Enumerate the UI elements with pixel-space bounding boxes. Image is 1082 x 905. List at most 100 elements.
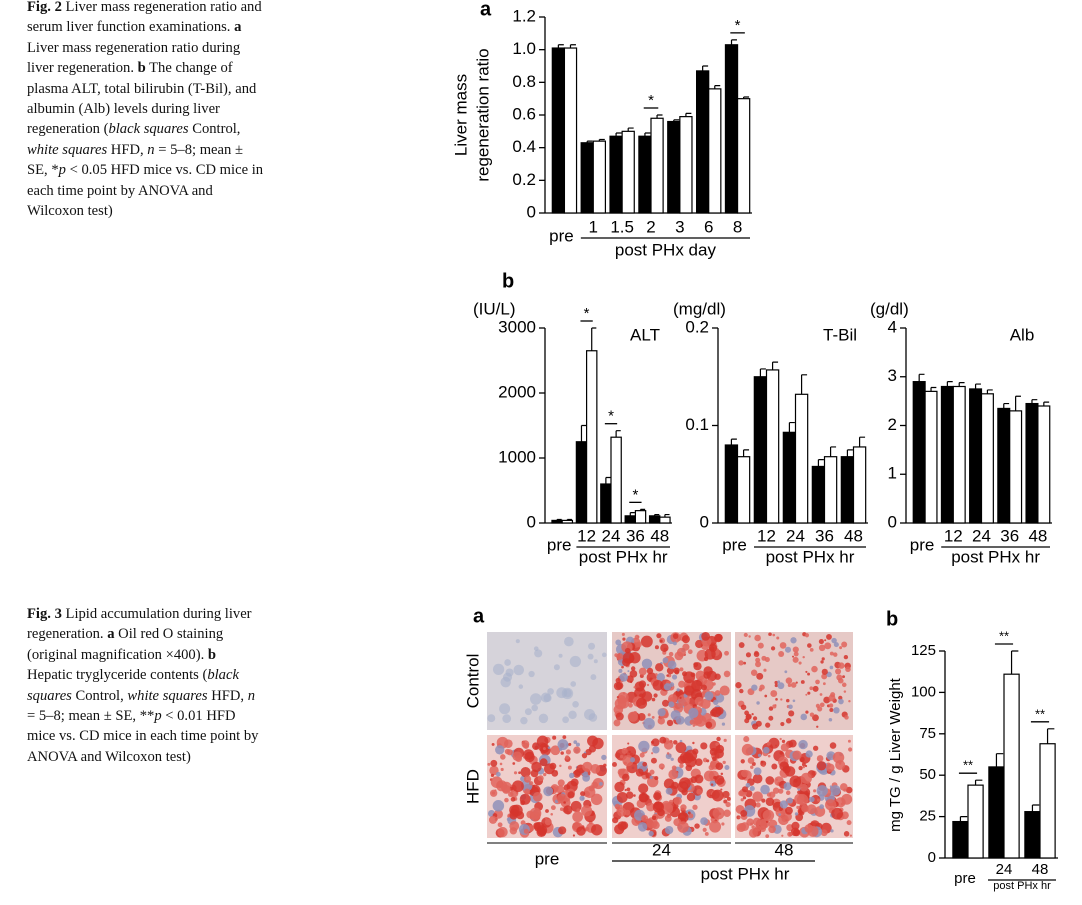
stain-dot xyxy=(488,815,497,824)
stain-dot xyxy=(638,740,650,753)
stain-dot xyxy=(830,829,834,833)
y-tick-label: 0 xyxy=(527,202,536,221)
stain-dot xyxy=(723,799,728,804)
stain-dot xyxy=(792,655,795,658)
error-bar xyxy=(556,518,562,521)
stain-dot xyxy=(646,683,650,687)
x-tick-label: 2 xyxy=(646,217,655,236)
stain-dot xyxy=(678,812,687,821)
error-bar xyxy=(685,112,692,117)
bar xyxy=(811,465,826,524)
figure-caption: Fig. 2 Liver mass regeneration ratio and… xyxy=(27,0,265,221)
stain-dot xyxy=(829,651,834,656)
stain-dot xyxy=(641,658,653,669)
stain-dot xyxy=(615,712,624,721)
stain-dot xyxy=(784,646,792,653)
bar xyxy=(980,393,994,524)
panel-label: b xyxy=(502,270,514,292)
caption-run: < 0.05 HFD mice vs. CD mice in each time… xyxy=(27,162,264,220)
stain-dot xyxy=(582,774,591,782)
stain-dot xyxy=(543,786,554,797)
bar xyxy=(823,456,838,524)
stain-dot xyxy=(745,790,753,798)
stain-dot xyxy=(715,633,723,642)
stain-dot xyxy=(663,740,674,750)
stain-dot xyxy=(789,775,802,788)
stain-dot xyxy=(751,684,758,691)
stain-dot xyxy=(772,704,777,709)
stain-dot xyxy=(743,661,747,665)
stain-dot xyxy=(652,746,660,754)
stain-dot xyxy=(821,668,828,675)
x-axis-label: post PHx hr xyxy=(951,547,1040,566)
stain-dot xyxy=(846,820,852,826)
stain-dot xyxy=(560,751,564,755)
stain-dot xyxy=(841,641,848,648)
stain-dot xyxy=(680,804,687,811)
bar xyxy=(912,381,926,524)
micrograph xyxy=(735,735,853,838)
stain-dot xyxy=(741,743,754,756)
stain-dot xyxy=(761,798,766,803)
stain-dot xyxy=(585,827,590,831)
stain-dot xyxy=(568,710,577,720)
stain-dot xyxy=(788,739,797,748)
stain-dot xyxy=(637,822,648,832)
stain-dot xyxy=(603,763,607,767)
stain-dot xyxy=(787,831,793,837)
stain-dot xyxy=(757,642,764,649)
stain-dot xyxy=(532,784,535,787)
stain-dot xyxy=(746,818,754,826)
stain-dot xyxy=(781,834,784,837)
stain-dot xyxy=(529,781,534,786)
stain-dot xyxy=(690,776,698,784)
stain-dot xyxy=(575,742,580,747)
stain-dot xyxy=(700,742,708,750)
row-label: Control xyxy=(463,654,482,709)
caption-run: b xyxy=(137,60,146,77)
error-bar xyxy=(1031,804,1040,812)
x-tick-label: 24 xyxy=(602,526,621,545)
bar xyxy=(736,456,751,524)
caption-run: The change of plasma ALT, total bilirubi… xyxy=(27,60,257,138)
stain-dot xyxy=(617,821,627,831)
error-bar xyxy=(800,374,808,395)
stain-dot xyxy=(612,817,619,824)
bar xyxy=(924,390,938,524)
stain-dot xyxy=(715,706,724,715)
error-bar xyxy=(730,438,737,445)
unit-label: (g/dl) xyxy=(870,299,909,318)
bar xyxy=(650,117,664,214)
stain-dot xyxy=(740,759,745,764)
stain-dot xyxy=(623,761,627,765)
stain-dot xyxy=(755,661,762,668)
stain-dot xyxy=(770,646,776,651)
error-bar xyxy=(1010,650,1019,675)
stain-dot xyxy=(615,677,621,684)
error-bar xyxy=(1003,402,1010,409)
stain-dot xyxy=(805,750,813,758)
caption-run: < 0.01 HFD mice vs. CD mice in each time… xyxy=(27,708,259,765)
stain-dot xyxy=(752,773,763,784)
caption-run: Fig. 2 xyxy=(27,0,62,15)
stain-dot xyxy=(492,663,505,675)
stain-dot xyxy=(495,771,501,777)
y-tick-label: 0 xyxy=(928,849,936,866)
stain-dot xyxy=(551,769,559,777)
stain-dot xyxy=(656,673,666,682)
micrograph xyxy=(612,735,731,838)
stain-dot xyxy=(831,807,844,820)
stain-dot xyxy=(678,680,686,688)
stain-dot xyxy=(798,765,803,771)
stain-dot xyxy=(828,699,831,702)
stain-dot xyxy=(665,787,673,795)
error-bar xyxy=(569,44,576,49)
stain-dot xyxy=(793,651,799,657)
error-bar xyxy=(664,513,670,518)
stain-dot xyxy=(667,660,677,670)
stain-dot xyxy=(614,803,621,810)
stain-dot xyxy=(706,759,710,763)
y-tick-label: 4 xyxy=(888,317,897,336)
stain-dot xyxy=(599,782,603,786)
chart-title: ALT xyxy=(630,325,660,344)
